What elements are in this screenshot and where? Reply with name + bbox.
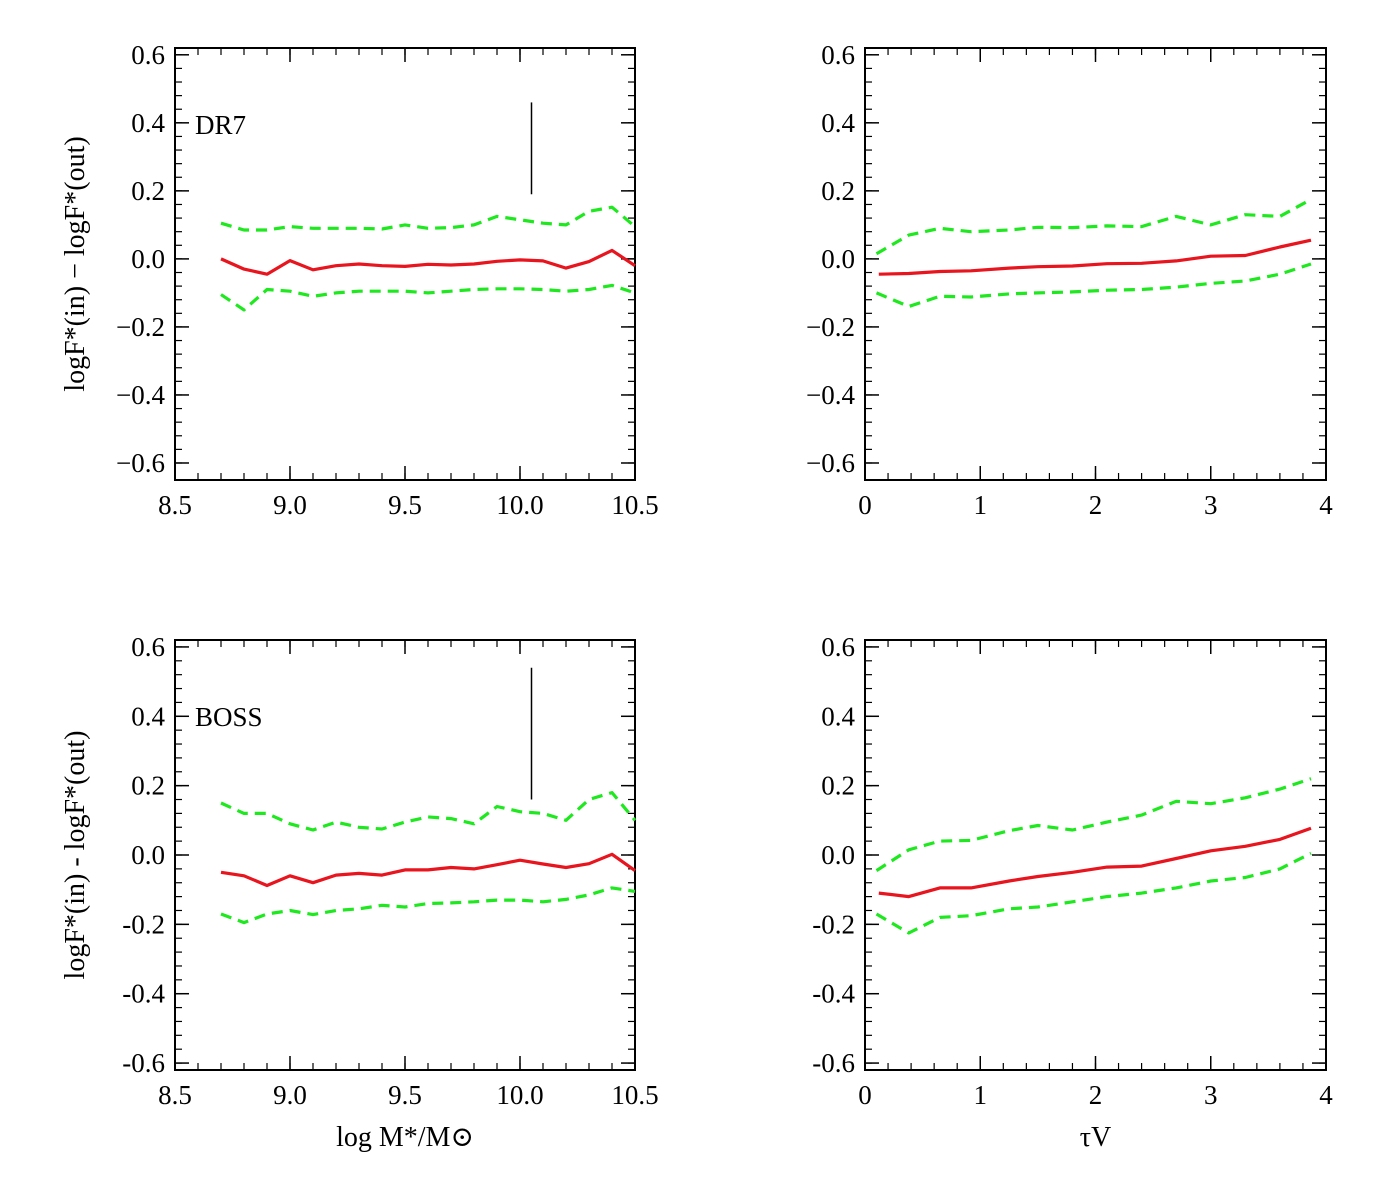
y-tick-label: 0.2 xyxy=(821,771,855,801)
lower-dashed-line xyxy=(875,851,1312,935)
panel-3: 8.5 9.0 9.5 10.0 10.5 -0.6 -0.4 -0.2 0.0 0.2 0.4 0.… xyxy=(60,632,659,1153)
y-tick-label: -0.6 xyxy=(812,1048,855,1078)
upper-dashed-line xyxy=(220,205,637,232)
upper-dashed-line xyxy=(875,777,1312,872)
upper-dashed-line xyxy=(220,790,637,832)
x-tick-label: 10.0 xyxy=(496,1080,543,1110)
x-tick-label: 9.5 xyxy=(388,1080,422,1110)
x-tick-label: 2 xyxy=(1089,490,1103,520)
x-axis-label: τV xyxy=(1080,1122,1111,1153)
y-axis-label: logF*(in) − logF*(out) xyxy=(60,136,91,391)
median-line xyxy=(878,826,1312,899)
x-tick-label: 10.5 xyxy=(611,490,658,520)
y-tick-label: 0.0 xyxy=(821,840,855,870)
x-tick-label: 10.5 xyxy=(611,1080,658,1110)
y-tick-label: −0.6 xyxy=(116,448,165,478)
lower-dashed-line xyxy=(220,283,636,312)
panel-4: 0 1 2 3 4 -0.6 -0.4 -0.2 0.0 0.2 0.4 0.6 τV xyxy=(812,632,1333,1153)
median-line xyxy=(220,852,636,888)
panel-2: 0 1 2 3 4 −0.6 −0.4 −0.2 0.0 0.2 0.4 0.6 xyxy=(806,40,1333,520)
median-line xyxy=(220,248,636,276)
y-tick-label: 0.6 xyxy=(821,632,855,662)
y-tick-label: -0.6 xyxy=(122,1048,165,1078)
y-tick-label: -0.4 xyxy=(122,979,165,1009)
y-tick-label: 0.2 xyxy=(821,176,855,206)
y-tick-label: 0.4 xyxy=(131,108,165,138)
y-tick-label: 0.6 xyxy=(821,40,855,70)
y-tick-label: −0.2 xyxy=(116,312,165,342)
y-tick-label: -0.4 xyxy=(812,979,855,1009)
y-tick-label: -0.2 xyxy=(812,909,855,939)
y-tick-label: 0.0 xyxy=(131,244,165,274)
plot-frame xyxy=(864,639,1327,1071)
panel-label: DR7 xyxy=(195,110,246,140)
x-tick-label: 4 xyxy=(1319,1080,1333,1110)
x-tick-label: 1 xyxy=(974,1080,988,1110)
y-tick-label: -0.2 xyxy=(122,909,165,939)
y-tick-label: 0.4 xyxy=(821,701,855,731)
y-tick-label: −0.2 xyxy=(806,312,855,342)
x-tick-label: 3 xyxy=(1204,1080,1218,1110)
y-tick-label: 0.0 xyxy=(131,840,165,870)
y-tick-label: 0.2 xyxy=(131,176,165,206)
y-tick-label: −0.4 xyxy=(116,380,165,410)
x-tick-label: 0 xyxy=(858,490,872,520)
upper-dashed-line xyxy=(875,197,1312,256)
x-tick-label: 9.0 xyxy=(273,490,307,520)
x-axis-label: log M*/M⊙ xyxy=(336,1122,474,1153)
y-tick-label: 0.4 xyxy=(821,108,855,138)
x-tick-label: 4 xyxy=(1319,490,1333,520)
y-tick-label: 0.6 xyxy=(131,632,165,662)
y-tick-label: 0.4 xyxy=(131,701,165,731)
panel-1: 8.5 9.0 9.5 10.0 10.5 −0.6 −0.4 −0.2 0.0 0.2 0.4 0.… xyxy=(60,40,659,520)
x-tick-label: 3 xyxy=(1204,490,1218,520)
x-tick-label: 9.0 xyxy=(273,1080,307,1110)
panel-label: BOSS xyxy=(195,702,263,732)
x-tick-label: 1 xyxy=(974,490,988,520)
x-tick-label: 10.0 xyxy=(496,490,543,520)
x-tick-label: 2 xyxy=(1089,1080,1103,1110)
x-tick-label: 9.5 xyxy=(388,490,422,520)
lower-dashed-line xyxy=(220,886,636,925)
y-tick-label: −0.4 xyxy=(806,380,855,410)
y-tick-label: 0.2 xyxy=(131,771,165,801)
y-tick-label: −0.6 xyxy=(806,448,855,478)
y-tick-label: 0.6 xyxy=(131,40,165,70)
lower-dashed-line xyxy=(875,262,1312,309)
x-tick-label: 8.5 xyxy=(158,1080,192,1110)
x-tick-label: 0 xyxy=(858,1080,872,1110)
x-tick-label: 8.5 xyxy=(158,490,192,520)
median-line xyxy=(878,238,1312,276)
y-tick-label: 0.0 xyxy=(821,244,855,274)
y-axis-label: logF*(in) - logF*(out) xyxy=(60,731,91,980)
